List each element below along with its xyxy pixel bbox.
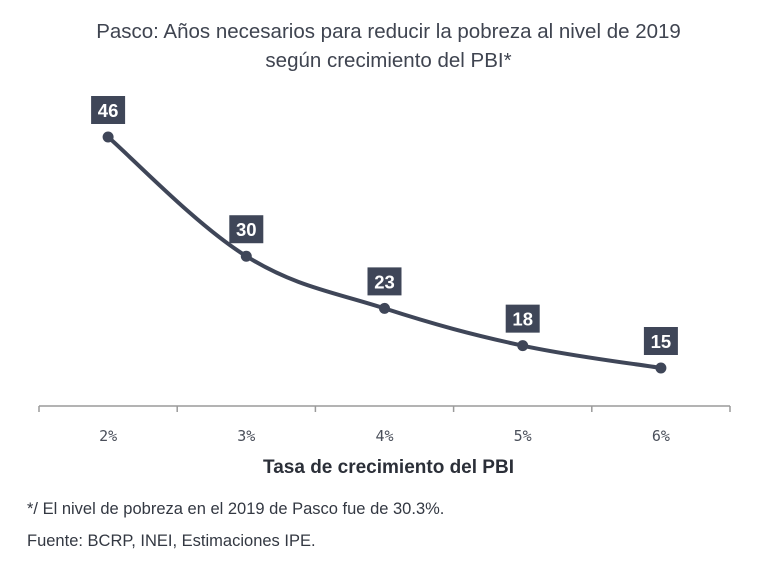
chart-title: Pasco: Años necesarios para reducir la p… — [0, 17, 757, 75]
data-point — [379, 302, 390, 314]
footnote: */ El nivel de pobreza en el 2019 de Pas… — [27, 500, 445, 518]
data-label-box — [505, 304, 540, 333]
data-point — [240, 250, 252, 262]
x-tick-label: 5% — [514, 427, 532, 445]
data-point — [517, 340, 529, 352]
data-point — [102, 131, 114, 143]
x-tick-label: 3% — [237, 427, 255, 445]
x-tick-label: 2% — [99, 427, 117, 445]
chart-title-line-1: Pasco: Años necesarios para reducir la p… — [96, 20, 681, 43]
data-label: 18 — [512, 309, 533, 330]
series-line — [106, 135, 663, 370]
data-label: 30 — [236, 219, 257, 240]
x-tick-label: 4% — [375, 427, 393, 445]
x-axis-title: Tasa de crecimiento del PBI — [263, 457, 514, 478]
x-tick-label: 6% — [652, 427, 670, 445]
source-note: Fuente: BCRP, INEI, Estimaciones IPE. — [27, 532, 316, 550]
data-label-box — [643, 327, 678, 355]
data-label-box — [91, 96, 126, 124]
data-point — [655, 362, 667, 374]
data-label: 46 — [98, 100, 119, 121]
data-label-box — [229, 215, 264, 244]
data-label: 15 — [651, 331, 672, 352]
chart-title-line-2: según crecimiento del PBI* — [265, 49, 512, 72]
data-label-box — [367, 267, 402, 296]
data-label: 23 — [374, 271, 395, 292]
